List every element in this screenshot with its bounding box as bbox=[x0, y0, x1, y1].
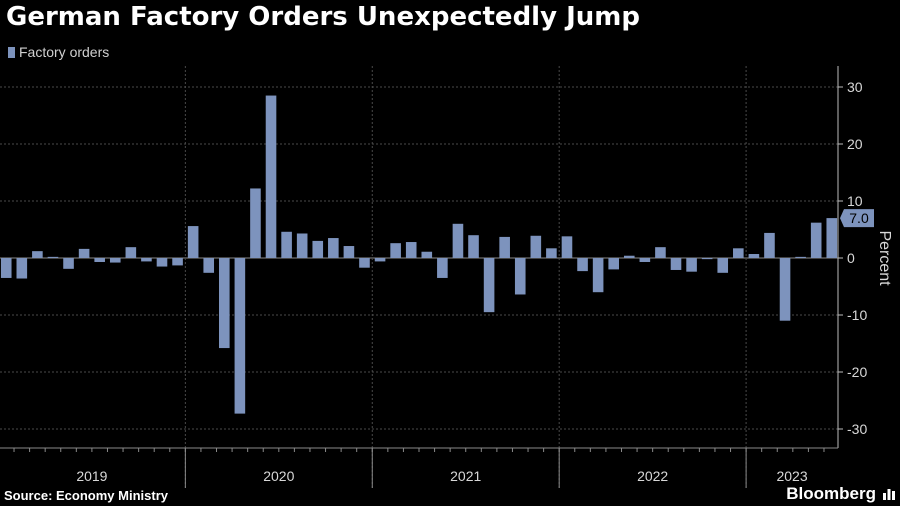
x-year-label: 2022 bbox=[637, 468, 668, 484]
bar bbox=[172, 258, 183, 266]
bar bbox=[250, 188, 261, 258]
bars bbox=[0, 95, 838, 414]
last-value-label: 7.0 bbox=[849, 210, 869, 226]
x-year-label: 2023 bbox=[776, 468, 807, 484]
bar bbox=[608, 258, 619, 270]
bar bbox=[421, 251, 433, 258]
bar bbox=[63, 258, 74, 269]
bar bbox=[94, 258, 105, 262]
y-tick-label: 30 bbox=[847, 79, 863, 95]
bar bbox=[826, 218, 838, 258]
bar bbox=[733, 248, 744, 258]
bar bbox=[374, 258, 386, 262]
bar bbox=[748, 254, 760, 258]
bar bbox=[717, 258, 729, 273]
bar bbox=[701, 258, 713, 260]
bar bbox=[125, 247, 137, 258]
bar bbox=[670, 258, 682, 270]
bar bbox=[187, 226, 199, 258]
y-tick-label: -30 bbox=[847, 421, 867, 437]
bar bbox=[546, 248, 557, 258]
bar bbox=[390, 243, 401, 258]
legend-swatch bbox=[8, 46, 15, 58]
chart-title: German Factory Orders Unexpectedly Jump bbox=[6, 2, 640, 32]
bar bbox=[764, 232, 775, 258]
bar bbox=[779, 258, 791, 321]
bar bbox=[592, 258, 604, 293]
bar bbox=[156, 258, 168, 267]
bar bbox=[686, 258, 697, 272]
bar bbox=[639, 258, 651, 262]
bar bbox=[328, 238, 339, 258]
bar bbox=[141, 258, 152, 262]
y-tick-label: 10 bbox=[847, 193, 863, 209]
x-year-label: 2021 bbox=[450, 468, 481, 484]
bar bbox=[359, 258, 370, 268]
y-tick-label: 20 bbox=[847, 136, 863, 152]
y-tick-label: -20 bbox=[847, 364, 867, 380]
bar bbox=[0, 258, 12, 278]
bar bbox=[109, 258, 121, 263]
x-year-label: 2020 bbox=[263, 468, 294, 484]
y-axis: 30 20 10 0 -10 -20 -30 Percent 7.0 bbox=[837, 66, 893, 448]
bar bbox=[810, 222, 822, 258]
bar bbox=[437, 258, 448, 278]
legend: Factory orders bbox=[8, 44, 109, 60]
bar bbox=[795, 256, 806, 258]
bars-icon bbox=[883, 489, 895, 500]
bar bbox=[452, 223, 464, 258]
bar bbox=[296, 233, 308, 258]
bar bbox=[561, 236, 573, 258]
bar bbox=[78, 248, 90, 258]
bar bbox=[312, 240, 324, 258]
bar bbox=[219, 258, 230, 349]
bar bbox=[47, 256, 59, 258]
bar bbox=[16, 258, 28, 279]
bar bbox=[281, 231, 292, 258]
source-note: Source: Economy Ministry bbox=[4, 488, 168, 503]
bar bbox=[499, 236, 510, 258]
brand-logo: Bloomberg bbox=[786, 484, 876, 503]
bar bbox=[32, 251, 43, 258]
bar bbox=[623, 255, 635, 258]
x-year-label: 2019 bbox=[76, 468, 107, 484]
bar bbox=[577, 258, 588, 272]
bar bbox=[514, 258, 526, 295]
bar bbox=[530, 235, 542, 258]
bar bbox=[468, 235, 479, 258]
bar bbox=[234, 258, 246, 414]
y-tick-label: -10 bbox=[847, 307, 867, 323]
last-value-marker bbox=[840, 209, 874, 228]
x-axis: 2019 2020 2021 2022 2023 bbox=[0, 447, 838, 488]
bar bbox=[265, 95, 277, 258]
legend-label: Factory orders bbox=[19, 44, 110, 60]
bar bbox=[655, 247, 666, 258]
bar bbox=[203, 258, 215, 273]
bar bbox=[343, 246, 355, 258]
gridlines bbox=[0, 66, 838, 488]
y-tick-label: 0 bbox=[847, 250, 855, 266]
bar bbox=[483, 258, 495, 313]
bar bbox=[405, 242, 417, 258]
y-axis-title: Percent bbox=[876, 230, 893, 286]
